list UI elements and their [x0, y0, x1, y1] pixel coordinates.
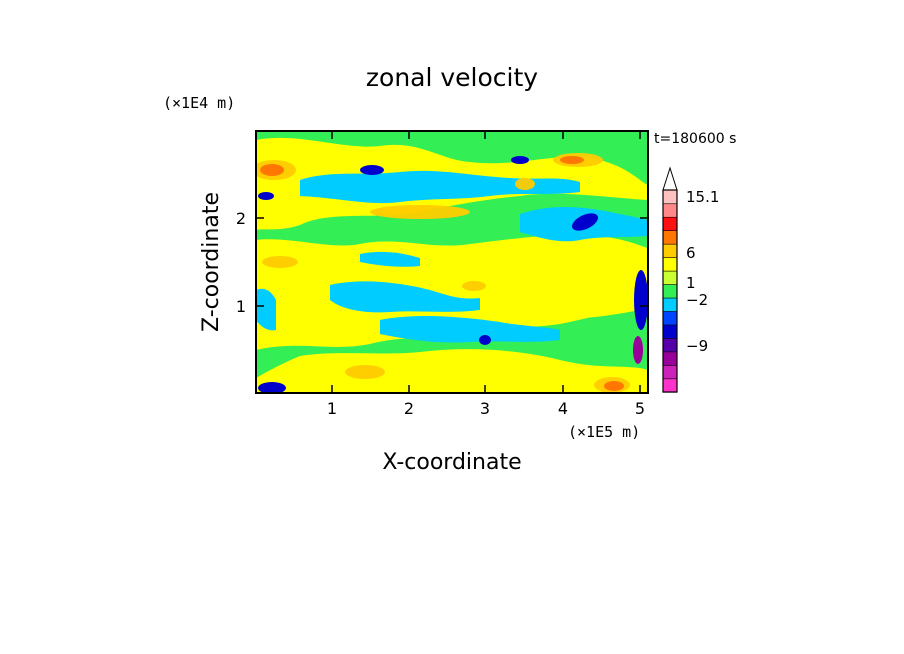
- colorbar-swatch: [662, 324, 678, 339]
- region-cyan-5: [360, 251, 420, 267]
- colorbar-swatch: [662, 364, 678, 380]
- region-darkorange-1: [260, 164, 284, 176]
- region-blue-3: [571, 213, 599, 231]
- y-unit-label: (×1E4 m): [163, 94, 235, 112]
- colorbar-swatch: [662, 257, 678, 272]
- colorbar-swatch: [662, 243, 678, 258]
- region-orange-8: [462, 281, 486, 291]
- colorbar-swatch: [662, 270, 678, 285]
- blue-regions: [258, 156, 648, 393]
- region-yellow-3: [256, 349, 648, 393]
- colorbar-swatch: [662, 230, 678, 245]
- colorbar-swatch: [662, 283, 678, 299]
- chart-title: zonal velocity: [366, 63, 538, 92]
- colorbar-swatch: [662, 351, 678, 366]
- x-tick-label-2: 2: [404, 399, 414, 418]
- region-darkorange-3: [604, 381, 624, 391]
- plot-frame: [255, 130, 649, 394]
- region-blue-7: [479, 335, 491, 345]
- region-blue-1: [360, 165, 384, 175]
- x-tick-label-3: 3: [480, 399, 490, 418]
- region-blue-5: [258, 382, 286, 393]
- region-orange-2: [370, 205, 470, 219]
- region-yellow-2: [256, 234, 648, 350]
- x-tick-label-4: 4: [558, 399, 568, 418]
- time-label: t=180600 s: [654, 131, 736, 147]
- cyan-regions: [256, 170, 648, 343]
- colorbar-swatch: [662, 189, 678, 205]
- colorbar-label-minus-2: −2: [686, 291, 708, 309]
- y-tick-label-2: 2: [236, 209, 246, 228]
- darkorange-regions: [260, 156, 624, 391]
- x-tick-label-5: 5: [635, 399, 645, 418]
- y-tick-labels: 1 2: [236, 209, 246, 316]
- region-cyan-3: [330, 281, 480, 313]
- region-darkorange-2: [560, 156, 584, 164]
- colorbar-swatch: [662, 378, 678, 393]
- y-tick-label-1: 1: [236, 297, 246, 316]
- x-unit-label: (×1E5 m): [568, 423, 640, 441]
- x-tick-labels: 1 2 3 4 5: [327, 399, 645, 418]
- colorbar-swatch: [662, 337, 678, 353]
- colorbar-extend-triangle: [662, 166, 678, 191]
- field-area: [256, 131, 648, 393]
- region-cyan-1: [300, 170, 580, 204]
- region-cyan-4: [380, 316, 560, 343]
- colorbar-label-minus-9: −9: [686, 337, 708, 355]
- region-orange-4: [262, 256, 298, 268]
- region-blue-4: [258, 192, 274, 200]
- colorbar: [662, 166, 678, 393]
- colorbar-swatch: [662, 310, 678, 326]
- region-orange-5: [345, 365, 385, 379]
- region-orange-7: [515, 178, 535, 190]
- x-axis-label: X-coordinate: [382, 450, 521, 475]
- y-axis-ticks: [256, 217, 648, 307]
- region-purple-1: [633, 336, 643, 364]
- colorbar-label-6: 6: [686, 244, 696, 262]
- colorbar-swatch: [662, 203, 678, 218]
- colorbar-swatch: [662, 216, 678, 231]
- y-axis-label: Z-coordinate: [199, 192, 224, 332]
- x-axis-ticks: [331, 131, 641, 393]
- colorbar-label-15-1: 15.1: [686, 188, 719, 206]
- region-yellow-4: [470, 265, 640, 319]
- colorbar-labels: 15.1 6 1 −2 −9: [686, 188, 719, 355]
- x-tick-label-1: 1: [327, 399, 337, 418]
- colorbar-frame: [662, 189, 678, 393]
- colorbar-label-1: 1: [686, 274, 696, 292]
- region-blue-2: [511, 156, 529, 164]
- region-blue-6: [634, 270, 648, 330]
- colorbar-swatch: [662, 297, 678, 312]
- region-cyan-6: [256, 288, 276, 331]
- purple-regions: [633, 336, 643, 364]
